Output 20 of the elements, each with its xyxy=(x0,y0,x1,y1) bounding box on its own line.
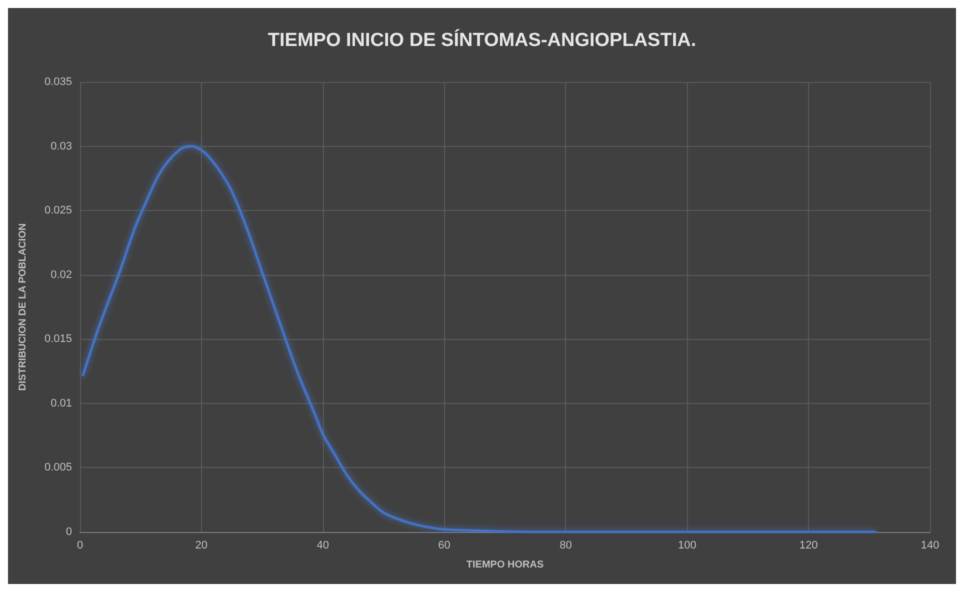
x-tick-label: 100 xyxy=(678,540,696,552)
x-tick-label: 120 xyxy=(799,540,818,552)
x-tick-label: 80 xyxy=(560,540,572,552)
x-tick-label: 20 xyxy=(195,540,208,552)
x-tick-label: 0 xyxy=(76,540,84,552)
chart-title: TIEMPO INICIO DE SÍNTOMAS-ANGIOPLASTIA. xyxy=(268,29,696,51)
x-tick-label: 140 xyxy=(920,540,940,552)
y-axis-title: DISTRIBUCION DE LA POBLACION xyxy=(18,223,28,391)
y-tick-label: 0.025 xyxy=(44,204,72,217)
y-tick-label: 0 xyxy=(66,526,72,538)
y-tick-label: 0.01 xyxy=(50,397,72,410)
line-series xyxy=(82,145,877,534)
y-tick-label: 0.005 xyxy=(44,462,72,474)
x-tick-label: 60 xyxy=(438,540,450,552)
y-tick-label: 0.035 xyxy=(44,76,72,88)
y-tick-label: 0.03 xyxy=(50,140,72,152)
y-tick-label: 0.015 xyxy=(44,333,72,346)
y-tick-label: 0.02 xyxy=(50,268,72,281)
x-axis-title: TIEMPO HORAS xyxy=(466,560,544,570)
x-tick-label: 40 xyxy=(316,540,329,552)
